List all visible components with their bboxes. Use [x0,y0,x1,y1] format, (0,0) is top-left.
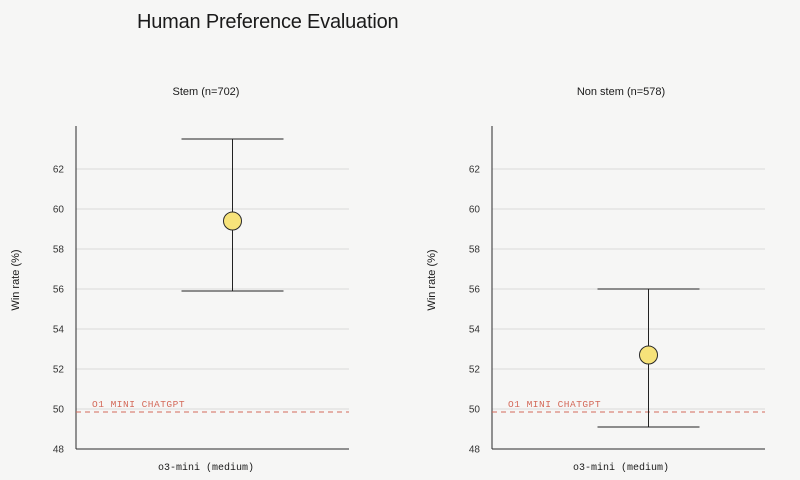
y-tick-label-stem-60: 60 [53,205,65,216]
reference-line-label-stem: O1 MINI CHATGPT [92,399,185,410]
data-point-stem [223,211,242,231]
y-tick-label-stem-56: 56 [53,285,65,296]
y-tick-label-nonstem-50: 50 [469,405,481,416]
y-tick-label-stem-52: 52 [53,365,65,376]
y-tick-label-stem-50: 50 [53,405,65,416]
data-point-nonstem [639,345,658,365]
page-title: Human Preference Evaluation [137,11,399,33]
reference-line-label-nonstem: O1 MINI CHATGPT [508,399,601,410]
chart-title-nonstem: Non stem (n=578) [577,86,665,98]
y-tick-label-nonstem-54: 54 [469,325,481,336]
y-tick-label-stem-54: 54 [53,325,65,336]
chart-title-stem: Stem (n=702) [173,86,240,98]
x-category-label-nonstem: o3-mini (medium) [573,462,669,474]
y-tick-label-stem-48: 48 [53,445,65,456]
y-tick-label-nonstem-52: 52 [469,365,481,376]
y-tick-label-nonstem-60: 60 [469,205,481,216]
y-tick-label-nonstem-62: 62 [469,165,481,176]
y-tick-label-nonstem-58: 58 [469,245,481,256]
y-axis-label-stem: Win rate (%) [10,249,22,310]
y-tick-label-nonstem-56: 56 [469,285,481,296]
x-category-label-stem: o3-mini (medium) [158,462,254,474]
y-tick-label-stem-58: 58 [53,245,65,256]
y-axis-label-nonstem: Win rate (%) [426,249,438,310]
y-tick-label-nonstem-48: 48 [469,445,481,456]
y-tick-label-stem-62: 62 [53,165,65,176]
